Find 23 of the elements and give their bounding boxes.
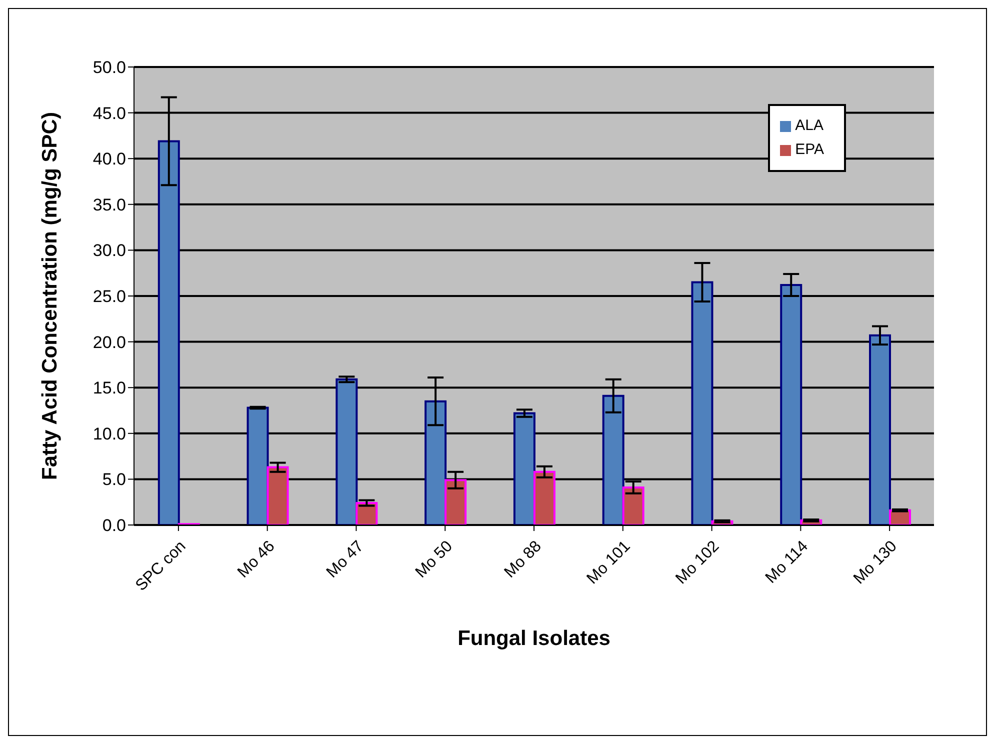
x-tick-label: Mo 50 (412, 538, 456, 582)
y-tick-label: 40.0 (92, 150, 126, 169)
x-tick-label: Mo 130 (850, 538, 900, 588)
y-tick-label: 35.0 (92, 195, 126, 214)
x-axis-title: Fungal Isolates (458, 627, 610, 650)
x-tick-label: Mo 102 (672, 538, 723, 588)
y-tick-label: 30.0 (92, 241, 126, 260)
x-tick-label: Mo 46 (234, 538, 278, 582)
y-axis-title: Fatty Acid Concentration (mg/g SPC) (38, 112, 62, 480)
y-tick-label: 20.0 (92, 332, 126, 352)
y-tick-label: 45.0 (92, 104, 126, 123)
x-tick-label: Mo 47 (324, 538, 368, 582)
y-tick-label: 25.0 (92, 287, 126, 306)
y-tick-label: 5.0 (102, 470, 126, 490)
legend-label: ALA (795, 117, 824, 134)
x-tick-label: Mo 88 (501, 538, 545, 582)
legend-label: EPA (795, 141, 824, 158)
x-tick-label: Mo 101 (584, 538, 634, 588)
y-tick-label: 15.0 (92, 378, 126, 398)
y-tick-label: 0.0 (102, 516, 126, 536)
x-tick-label: Mo 114 (762, 538, 812, 587)
y-tick-label: 50.0 (92, 58, 126, 78)
y-tick-label: 10.0 (92, 424, 126, 444)
